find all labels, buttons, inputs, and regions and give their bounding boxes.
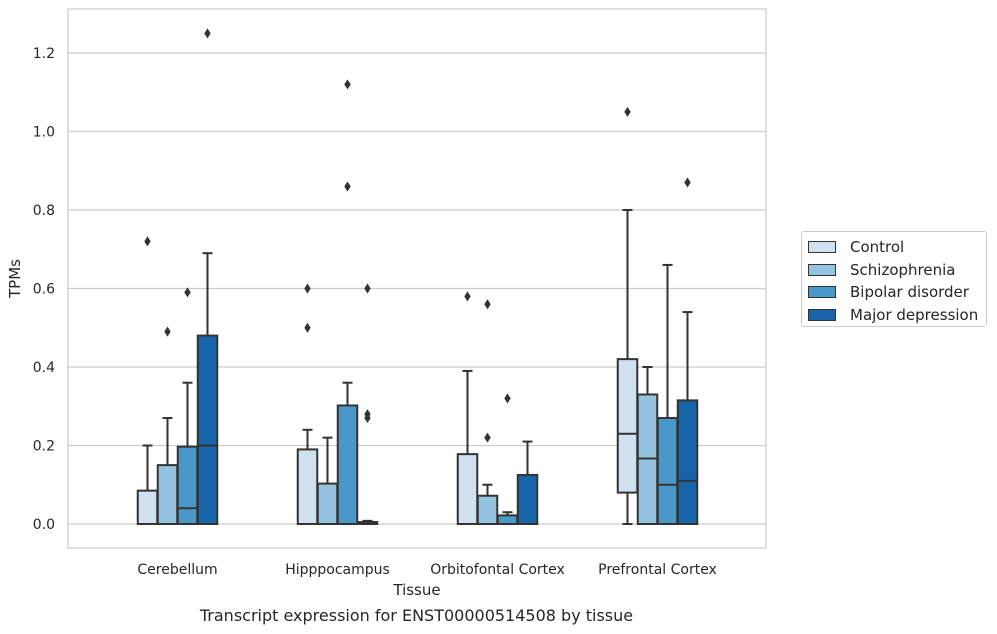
box-body <box>516 473 539 525</box>
gridlines <box>68 52 766 525</box>
box <box>496 393 519 525</box>
outlier-point <box>504 393 511 404</box>
box <box>316 436 339 526</box>
legend-swatch <box>808 241 836 254</box>
x-tick-label: Cerebellum <box>137 562 217 578</box>
box <box>336 79 359 525</box>
y-tick-label: 0.6 <box>33 282 55 298</box>
legend-swatch <box>808 286 836 299</box>
chart-caption: Transcript expression for ENST0000051450… <box>199 606 634 625</box>
box <box>176 287 199 525</box>
y-tick-label: 0.2 <box>33 439 55 455</box>
x-tick-label: Orbitofontal Cortex <box>430 562 565 578</box>
box <box>136 236 159 526</box>
box <box>476 299 499 525</box>
y-tick-label: 1.0 <box>33 125 55 141</box>
box-body <box>196 334 219 525</box>
y-tick-label: 0.4 <box>33 360 55 376</box>
boxes <box>136 28 699 526</box>
box-body <box>496 514 519 525</box>
outlier-point <box>484 432 491 443</box>
box <box>616 106 639 525</box>
box-body <box>296 448 319 525</box>
box <box>636 366 659 525</box>
box-body <box>456 453 479 526</box>
outlier-point <box>484 299 491 310</box>
x-axis-label: Tissue <box>392 581 440 599</box>
plot-area-frame <box>67 8 767 549</box>
legend-label: Control <box>850 238 905 257</box>
box-body <box>476 494 499 525</box>
box <box>656 263 679 525</box>
legend-swatch <box>808 263 836 276</box>
box-body <box>156 464 179 525</box>
box-body <box>176 445 199 525</box>
outlier-point <box>344 181 351 192</box>
legend-item: Schizophrenia <box>808 259 986 282</box>
legend-swatch <box>808 308 836 321</box>
legend-item: Control <box>808 236 986 259</box>
box <box>356 283 379 525</box>
legend: Control Schizophrenia Bipolar disorder M… <box>801 231 987 327</box>
box <box>296 283 319 525</box>
legend-item: Major depression <box>808 304 986 327</box>
outlier-point <box>184 287 191 298</box>
outlier-point <box>364 413 371 424</box>
box <box>456 291 479 526</box>
outlier-point <box>304 283 311 294</box>
box-body <box>136 489 159 526</box>
x-tick-label: Prefrontal Cortex <box>598 562 717 578</box>
box-body <box>616 358 639 494</box>
outlier-point <box>344 79 351 90</box>
box <box>196 28 219 525</box>
outlier-point <box>464 291 471 302</box>
legend-label: Major depression <box>850 305 979 324</box>
y-tick-label: 0.0 <box>33 517 55 533</box>
box <box>516 440 539 525</box>
legend-item: Bipolar disorder <box>808 281 986 304</box>
outlier-point <box>364 283 371 294</box>
outlier-point <box>144 236 151 247</box>
box-body <box>316 482 339 526</box>
outlier-point <box>624 106 631 117</box>
y-tick-label: 1.2 <box>33 46 55 62</box>
x-tick-label: Hipppocampus <box>285 562 390 578</box>
y-axis-label: TPMs <box>6 259 24 299</box>
outlier-point <box>164 326 171 337</box>
y-tick-labels: 0.0 0.2 0.4 0.6 0.8 1.0 1.2 <box>33 46 55 533</box>
box-body <box>656 417 679 525</box>
legend-label: Bipolar disorder <box>850 283 969 302</box>
outlier-point <box>304 322 311 333</box>
box-body <box>336 404 359 525</box>
outlier-point <box>204 28 211 39</box>
y-tick-label: 0.8 <box>33 203 55 219</box>
legend-label: Schizophrenia <box>850 260 956 279</box>
box <box>156 326 179 525</box>
outlier-point <box>684 177 691 188</box>
x-tick-labels: Cerebellum Hipppocampus Orbitofontal Corte… <box>137 562 716 578</box>
box-body <box>676 399 699 525</box>
box <box>676 177 699 525</box>
